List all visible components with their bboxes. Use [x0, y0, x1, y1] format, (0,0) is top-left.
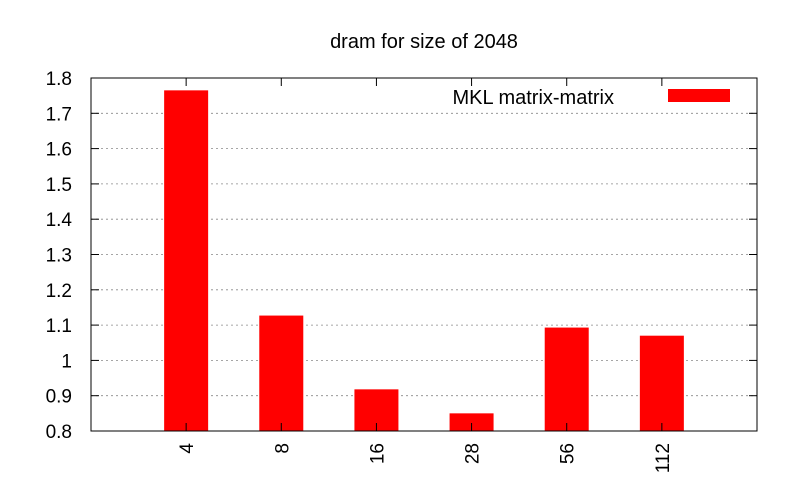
- x-tick-label: 112: [653, 443, 674, 473]
- x-tick-label: 56: [558, 443, 579, 464]
- y-tick-label: 1.1: [46, 316, 72, 337]
- x-tick-label: 8: [272, 443, 293, 454]
- bars: [164, 90, 684, 431]
- y-axis: 0.8 0.9 1 1.1 1.2 1.3 1.4 1.5 1.6 1.7 1.8: [46, 69, 757, 443]
- bar-56: [544, 327, 589, 431]
- y-tick-label: 1.2: [46, 281, 72, 302]
- y-tick-label: 0.9: [46, 387, 72, 408]
- plot-frame: [90, 77, 758, 432]
- bar-112: [639, 335, 684, 431]
- x-tick-label: 16: [367, 443, 388, 464]
- y-tick-label: 1.5: [46, 175, 72, 196]
- y-tick-label: 1.8: [46, 69, 72, 90]
- y-tick-label: 1.7: [46, 104, 72, 125]
- bar-8: [259, 315, 304, 431]
- bar-28: [449, 413, 494, 431]
- y-tick-label: 1.6: [46, 140, 72, 161]
- legend-label: MKL matrix-matrix: [453, 87, 614, 109]
- bar-4: [164, 90, 209, 431]
- x-axis: 4 8 16 28 56 112: [177, 78, 674, 473]
- legend-swatch: [668, 89, 730, 102]
- x-tick-label: 28: [463, 443, 484, 464]
- legend: MKL matrix-matrix: [453, 87, 730, 109]
- y-tick-label: 1.3: [46, 246, 72, 267]
- y-tick-label: 0.8: [46, 422, 72, 443]
- x-tick-label: 4: [177, 443, 198, 454]
- chart-title: dram for size of 2048: [330, 31, 518, 53]
- y-tick-label: 1: [61, 351, 72, 372]
- y-tick-label: 1.4: [46, 210, 73, 231]
